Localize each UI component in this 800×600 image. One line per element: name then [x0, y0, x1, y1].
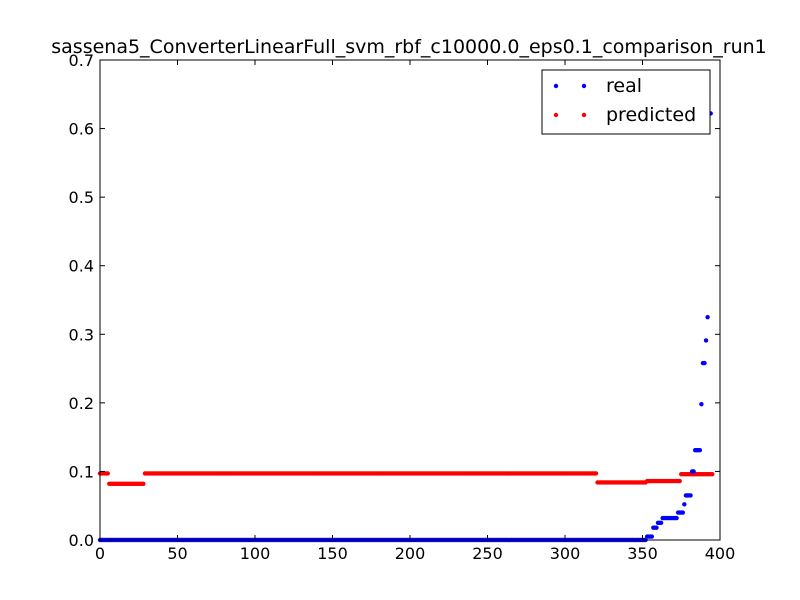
- predicted-series: [97, 471, 715, 486]
- x-tick-label: 0: [95, 544, 105, 563]
- legend-marker-real-2: [581, 83, 587, 89]
- real-point: [702, 360, 707, 366]
- real-point: [649, 534, 654, 539]
- real-point: [654, 525, 659, 530]
- legend: real predicted: [541, 69, 711, 135]
- real-point: [691, 469, 696, 474]
- real-point: [674, 515, 679, 521]
- plot-area: [100, 60, 720, 540]
- y-tick-label: 0.2: [69, 394, 94, 413]
- real-point: [680, 510, 685, 515]
- predicted-point: [593, 471, 599, 476]
- real-point: [703, 338, 709, 343]
- y-tick-label: 0.1: [69, 462, 94, 481]
- x-tick-label: 250: [472, 544, 503, 563]
- x-tick-label: 50: [167, 544, 187, 563]
- legend-box: [541, 69, 711, 135]
- x-tick-label: 350: [627, 544, 658, 563]
- x-tick-label: 300: [550, 544, 581, 563]
- legend-label-predicted: predicted: [606, 104, 696, 126]
- real-point: [699, 402, 704, 407]
- real-point: [682, 502, 687, 507]
- y-tick-label: 0.4: [69, 257, 94, 276]
- predicted-point: [677, 478, 682, 484]
- legend-marker-predicted-2: [581, 112, 587, 118]
- y-tick-label: 0.7: [69, 51, 94, 70]
- real-point: [705, 314, 710, 320]
- y-axis: 0.0 0.1 0.2 0.3 0.4 0.5 0.6 0.7: [69, 51, 720, 550]
- y-tick-label: 0.0: [69, 531, 94, 550]
- x-tick-label: 150: [317, 544, 348, 563]
- y-tick-label: 0.5: [69, 188, 94, 207]
- x-tick-label: 400: [705, 544, 736, 563]
- legend-marker-predicted-1: [553, 112, 559, 118]
- y-tick-label: 0.3: [69, 325, 94, 344]
- predicted-point: [710, 471, 715, 477]
- chart-title: sassena5_ConverterLinearFull_svm_rbf_c10…: [51, 36, 767, 58]
- predicted-point: [105, 471, 110, 476]
- real-point: [688, 493, 693, 498]
- x-axis: 0 50 100 150 200 250 300 350 400: [95, 60, 735, 563]
- predicted-point: [141, 481, 146, 486]
- legend-marker-real-1: [553, 83, 559, 89]
- x-tick-label: 100: [240, 544, 271, 563]
- legend-label-real: real: [606, 75, 642, 97]
- real-point: [658, 520, 664, 526]
- y-tick-label: 0.6: [69, 120, 94, 139]
- x-tick-label: 200: [395, 544, 426, 563]
- real-point: [697, 447, 703, 453]
